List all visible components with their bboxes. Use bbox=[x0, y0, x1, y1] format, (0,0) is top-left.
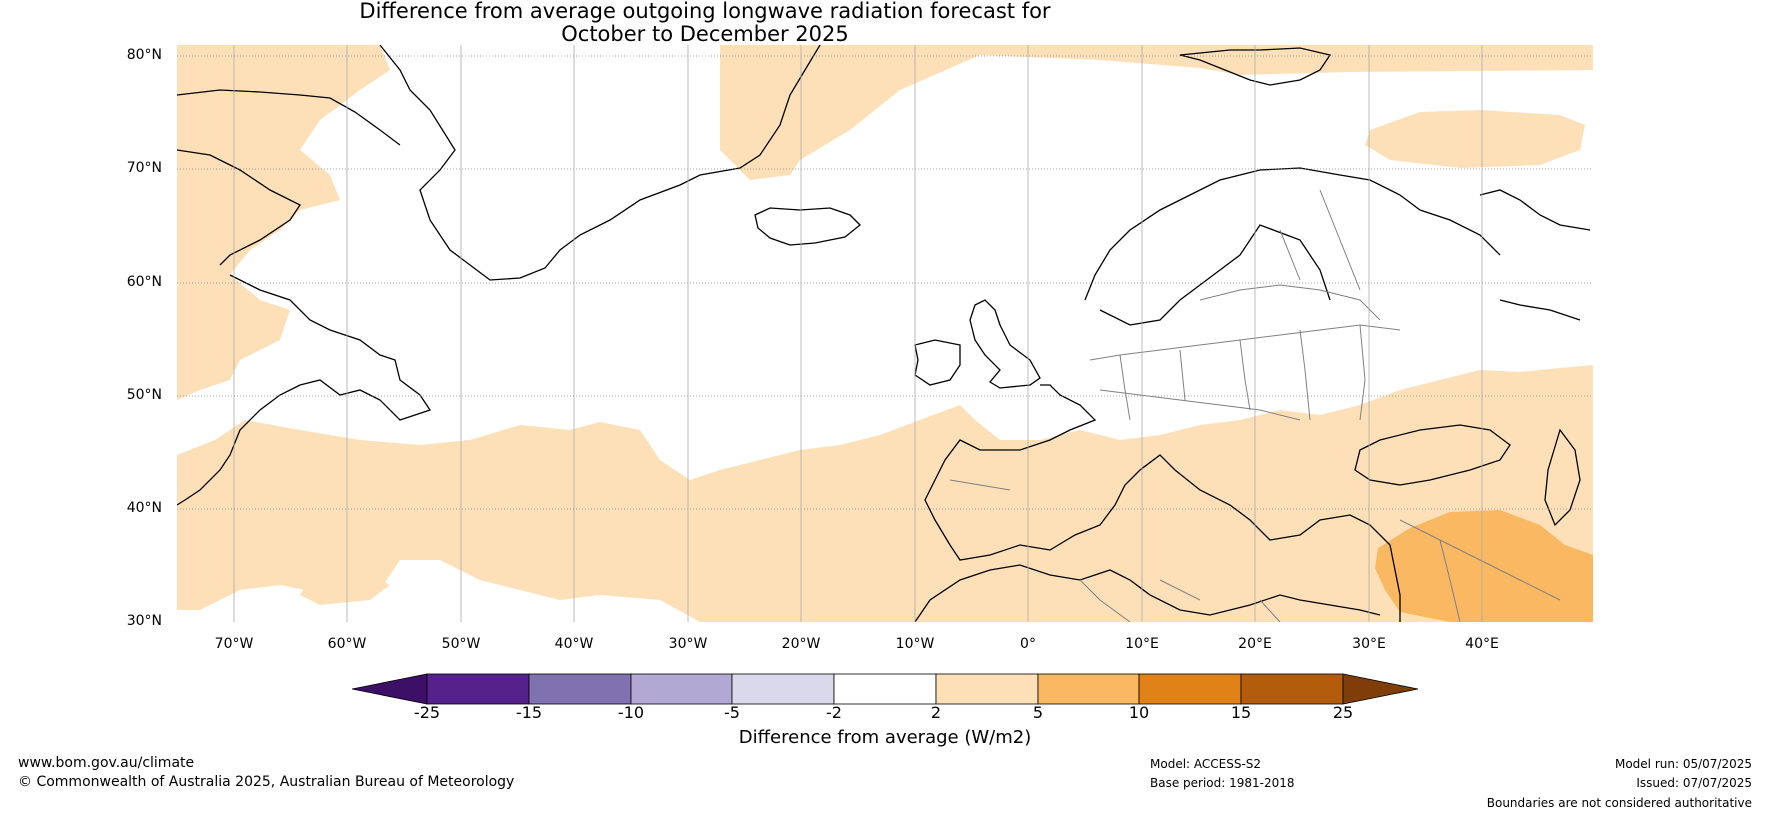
lon-label-60w: 60°W bbox=[327, 636, 367, 652]
colorbar-tick: -5 bbox=[724, 703, 740, 722]
lat-label-60n: 60°N bbox=[126, 274, 162, 290]
coast-europe-main bbox=[924, 384, 1401, 622]
shade-5-10-middle-east bbox=[1375, 510, 1593, 622]
coast-greenland bbox=[379, 45, 821, 281]
lon-label-50w: 50°W bbox=[441, 636, 481, 652]
colorbar-tick: 5 bbox=[1032, 703, 1044, 722]
lat-label-50n: 50°N bbox=[126, 387, 162, 403]
coast-north-africa bbox=[914, 564, 1381, 622]
colorbar-tick: -2 bbox=[826, 703, 842, 722]
borders-europe bbox=[1089, 189, 1401, 421]
colorbar-extend-low bbox=[352, 673, 428, 705]
footer-model-run: Model run: 05/07/2025 bbox=[1614, 757, 1752, 771]
coast-north-america bbox=[177, 89, 432, 506]
coast-ireland bbox=[914, 339, 961, 386]
lon-label-30w: 30°W bbox=[668, 636, 708, 652]
colorbar-bin bbox=[426, 673, 530, 705]
meridians bbox=[233, 45, 1483, 622]
colorbar bbox=[352, 673, 1418, 705]
lon-label-20w: 20°W bbox=[781, 636, 821, 652]
colorbar-bin bbox=[935, 673, 1039, 705]
shade-2-5-barents bbox=[1365, 110, 1585, 168]
footer-base-period: Base period: 1981-2018 bbox=[1150, 776, 1295, 790]
colorbar-bin bbox=[731, 673, 835, 705]
lat-label-70n: 70°N bbox=[126, 160, 162, 176]
country-borders bbox=[949, 189, 1561, 622]
borders-africa-middle-east bbox=[949, 479, 1561, 622]
coast-uk bbox=[969, 299, 1041, 389]
colorbar-bin bbox=[528, 673, 632, 705]
shade-2-5-greenland-east bbox=[720, 45, 1593, 180]
colorbar-tick: 10 bbox=[1128, 703, 1150, 722]
colorbar-bin bbox=[1240, 673, 1344, 705]
shade-2-5-north-america bbox=[177, 45, 390, 400]
map-title-line1: Difference from average outgoing longwav… bbox=[359, 0, 1051, 23]
lon-label-10w: 10°W bbox=[895, 636, 935, 652]
shade-2-5-labrador-patch bbox=[300, 570, 390, 605]
footer-copyright: © Commonwealth of Australia 2025, Austra… bbox=[18, 774, 515, 790]
map-title-line2: October to December 2025 bbox=[561, 22, 849, 46]
lat-label-80n: 80°N bbox=[126, 47, 162, 63]
colorbar-bin bbox=[1138, 673, 1242, 705]
footer-issued: Issued: 07/07/2025 bbox=[1636, 776, 1752, 790]
coast-caspian bbox=[1544, 428, 1581, 527]
colorbar-tick: -25 bbox=[413, 703, 441, 722]
lat-label-30n: 30°N bbox=[126, 613, 162, 629]
colorbar-bin bbox=[630, 673, 733, 705]
footer-website: www.bom.gov.au/climate bbox=[18, 755, 195, 771]
footer-disclaimer: Boundaries are not considered authoritat… bbox=[1486, 796, 1752, 810]
coast-black-sea bbox=[1354, 424, 1511, 486]
lon-label-70w: 70°W bbox=[214, 636, 254, 652]
lon-label-10e: 10°E bbox=[1125, 636, 1159, 652]
lon-label-0: 0° bbox=[1020, 636, 1036, 652]
lon-label-40w: 40°W bbox=[554, 636, 594, 652]
lat-label-40n: 40°N bbox=[126, 500, 162, 516]
shade-2-5-atlantic-south bbox=[177, 365, 1593, 622]
graticule bbox=[177, 55, 1593, 510]
anomaly-shading bbox=[177, 45, 1593, 622]
colorbar-tick: 2 bbox=[930, 703, 942, 722]
colorbar-tick: -15 bbox=[515, 703, 543, 722]
lon-label-20e: 20°E bbox=[1238, 636, 1272, 652]
colorbar-tick: 25 bbox=[1332, 703, 1354, 722]
coast-iceland bbox=[754, 207, 861, 246]
footer-model: Model: ACCESS-S2 bbox=[1150, 757, 1262, 771]
coast-scandinavia bbox=[1084, 167, 1501, 326]
coast-russia-north bbox=[1479, 189, 1591, 321]
colorbar-bin bbox=[1037, 673, 1140, 705]
colorbar-bin bbox=[833, 673, 937, 705]
colorbar-tick: 15 bbox=[1230, 703, 1252, 722]
colorbar-label: Difference from average (W/m2) bbox=[738, 727, 1032, 748]
colorbar-extend-high bbox=[1342, 673, 1418, 705]
lon-label-30e: 30°E bbox=[1352, 636, 1386, 652]
colorbar-tick: -10 bbox=[617, 703, 645, 722]
coastlines bbox=[177, 45, 1591, 622]
lon-label-40e: 40°E bbox=[1465, 636, 1499, 652]
